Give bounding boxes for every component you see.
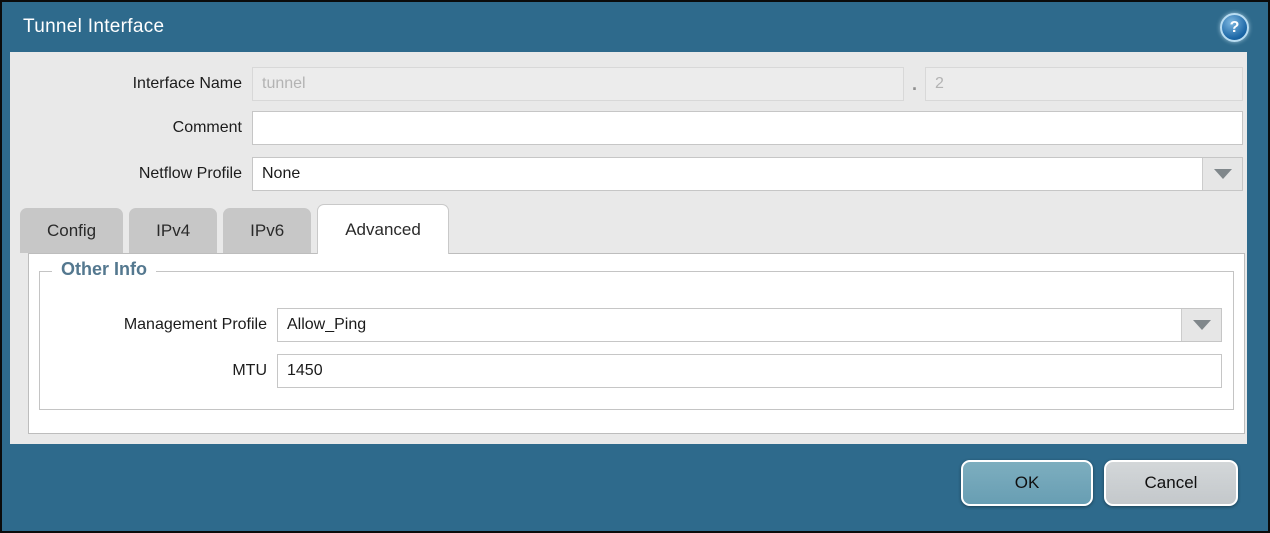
other-info-group: Other Info Management Profile Allow_Ping <box>39 259 1234 410</box>
other-info-group-title: Other Info <box>52 259 156 280</box>
comment-input[interactable] <box>252 111 1243 145</box>
netflow-profile-row: Netflow Profile None <box>10 157 1247 191</box>
netflow-profile-dropdown-button[interactable] <box>1202 158 1242 190</box>
tab-ipv6[interactable]: IPv6 <box>223 208 312 253</box>
chevron-down-icon <box>1213 169 1232 179</box>
tab-strip: Config IPv4 IPv6 Advanced <box>20 204 455 254</box>
netflow-profile-fields: None <box>252 157 1243 191</box>
chevron-down-icon <box>1192 320 1211 330</box>
help-icon[interactable]: ? <box>1220 13 1249 42</box>
tab-ipv4[interactable]: IPv4 <box>129 208 218 253</box>
cancel-button[interactable]: Cancel <box>1104 460 1238 506</box>
netflow-profile-dropdown[interactable]: None <box>252 157 1243 191</box>
interface-name-label: Interface Name <box>132 75 242 92</box>
management-profile-fields: Allow_Ping <box>277 308 1222 342</box>
interface-name-sub-input <box>925 67 1243 101</box>
tab-advanced[interactable]: Advanced <box>317 204 449 254</box>
dialog-title: Tunnel Interface <box>23 16 165 37</box>
advanced-tab-panel: Other Info Management Profile Allow_Ping <box>28 253 1245 434</box>
management-profile-dropdown[interactable]: Allow_Ping <box>277 308 1222 342</box>
comment-fields <box>252 111 1243 145</box>
management-profile-label: Management Profile <box>123 316 267 333</box>
management-profile-value: Allow_Ping <box>278 309 1181 341</box>
help-icon-glyph: ? <box>1229 18 1240 36</box>
management-profile-row: Management Profile Allow_Ping <box>40 308 1233 342</box>
interface-name-separator: . <box>911 74 917 94</box>
ok-button[interactable]: OK <box>961 460 1093 506</box>
mtu-fields <box>277 354 1222 388</box>
interface-name-row: Interface Name . <box>10 67 1247 101</box>
mtu-label: MTU <box>232 362 267 379</box>
tab-config[interactable]: Config <box>20 208 124 253</box>
comment-row: Comment <box>10 111 1247 145</box>
dialog-titlebar: Tunnel Interface <box>2 2 1268 52</box>
interface-name-base-input <box>252 67 904 101</box>
comment-label: Comment <box>172 119 242 136</box>
mtu-row: MTU <box>40 354 1233 388</box>
management-profile-dropdown-button[interactable] <box>1181 309 1221 341</box>
netflow-profile-label: Netflow Profile <box>138 165 242 182</box>
interface-name-fields: . <box>252 67 1243 101</box>
netflow-profile-value: None <box>253 158 1202 190</box>
dialog-body: Interface Name . Comment Netflow Profile… <box>10 52 1247 444</box>
mtu-input[interactable] <box>277 354 1222 388</box>
